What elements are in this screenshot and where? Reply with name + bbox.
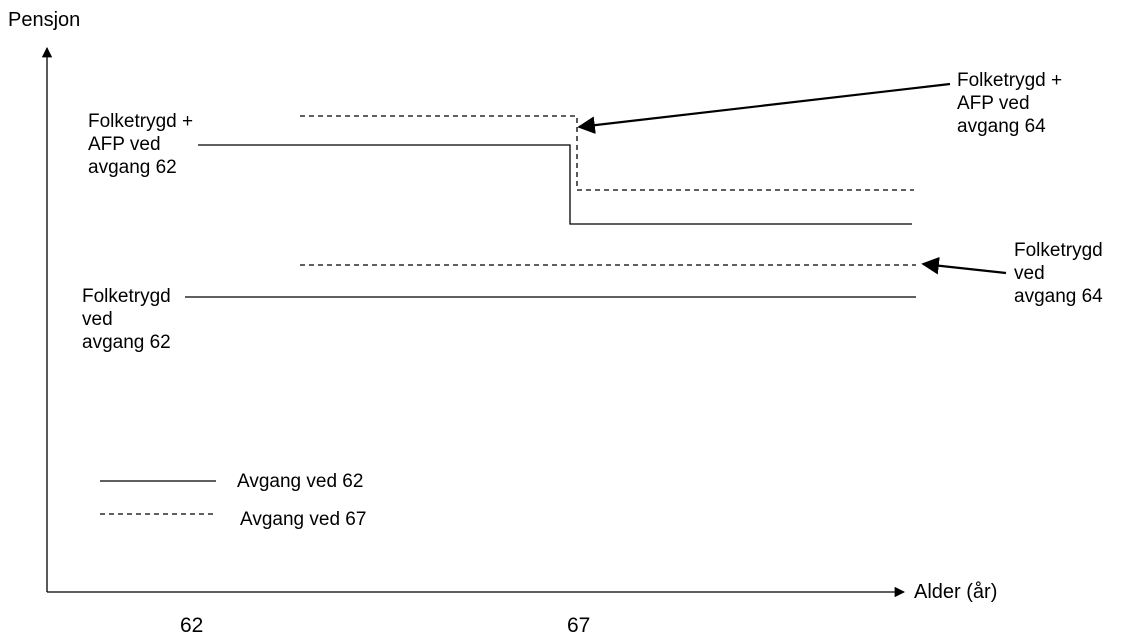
x-tick-62: 62	[180, 614, 204, 637]
line-folketrygd-afp-avgang-62	[198, 144, 912, 225]
line-folketrygd-afp-avgang-67	[300, 115, 914, 191]
y-axis-title: Pensjon	[8, 9, 81, 31]
label-folketrygd-avgang-62: Folketrygd ved avgang 62	[82, 286, 171, 353]
x-axis-title: Alder (år)	[914, 581, 998, 603]
label-folketrygd-afp-avgang-62: Folketrygd + AFP ved avgang 62	[88, 111, 194, 178]
label-folketrygd-avgang-64: Folketrygd ved avgang 64	[1014, 240, 1103, 307]
legend-label-dashed: Avgang ved 67	[240, 509, 367, 530]
arrow-folketrygd-afp-avgang-64	[577, 82, 951, 134]
x-tick-67: 67	[567, 614, 591, 637]
legend-label-solid: Avgang ved 62	[237, 471, 364, 492]
label-folketrygd-afp-avgang-64: Folketrygd + AFP ved avgang 64	[957, 70, 1063, 137]
arrow-folketrygd-avgang-64	[921, 256, 1007, 275]
